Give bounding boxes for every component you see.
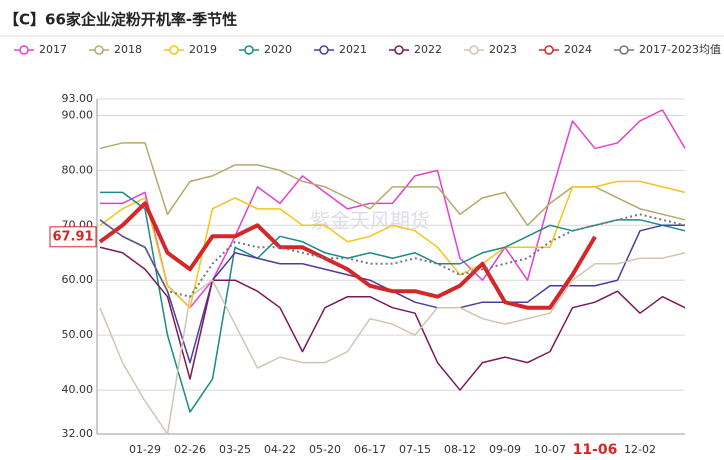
legend-label: 2020 [264, 43, 292, 56]
y-tick-label: 60.00 [62, 273, 94, 286]
series-line [99, 252, 686, 435]
legend-marker [619, 45, 629, 55]
y-tick-label: 90.00 [62, 108, 94, 121]
legend-marker [544, 45, 554, 55]
x-tick-label: 09-09 [489, 443, 521, 456]
y-tick-label: 50.00 [62, 328, 94, 341]
y-tick-label: 80.00 [62, 163, 94, 176]
x-tick-label: 05-20 [309, 443, 341, 456]
x-tick-label: 06-17 [354, 443, 386, 456]
y-tick-label: 93.00 [62, 92, 94, 105]
x-tick-label: 02-26 [174, 443, 206, 456]
series-line [99, 246, 686, 391]
x-tick-label: 11-06 [573, 442, 618, 458]
x-tick-label: 01-29 [129, 443, 161, 456]
series-line [98, 201, 597, 310]
legend-label: 2017-2023均值 [639, 43, 721, 56]
x-tick-label: 07-15 [399, 443, 431, 456]
x-tick-label: 10-07 [534, 443, 566, 456]
legend-label: 2022 [414, 43, 442, 56]
series-line [99, 213, 686, 298]
x-tick-label: 08-12 [444, 443, 476, 456]
y-tick-label: 40.00 [62, 383, 94, 396]
legend-marker [394, 45, 404, 55]
legend-marker [244, 45, 254, 55]
x-tick-label: 03-25 [219, 443, 251, 456]
legend-label: 2024 [564, 43, 592, 56]
legend-label: 2017 [39, 43, 67, 56]
legend-marker [19, 45, 29, 55]
watermark: 紫金天风期货 [310, 209, 430, 233]
x-tick-label: 12-02 [624, 443, 656, 456]
chart-title: 【C】66家企业淀粉开机率-季节性 [4, 11, 237, 29]
x-tick-label: 04-22 [264, 443, 296, 456]
legend-marker [169, 45, 179, 55]
legend-marker [469, 45, 479, 55]
legend-marker [319, 45, 329, 55]
series-line [100, 109, 686, 309]
legend-label: 2021 [339, 43, 367, 56]
legend-marker [94, 45, 104, 55]
legend-label: 2023 [489, 43, 517, 56]
annotation-box [49, 226, 97, 248]
series-line [99, 180, 686, 309]
y-tick-label: 32.00 [62, 427, 94, 440]
legend-label: 2018 [114, 43, 142, 56]
annotation-label: 67.91 [52, 229, 93, 244]
legend-label: 2019 [189, 43, 217, 56]
